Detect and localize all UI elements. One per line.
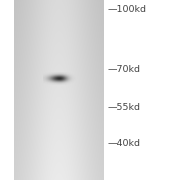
Text: —40kd: —40kd [108, 140, 141, 148]
Text: —100kd: —100kd [108, 5, 147, 14]
Text: —55kd: —55kd [108, 103, 141, 112]
Text: —70kd: —70kd [108, 65, 141, 74]
